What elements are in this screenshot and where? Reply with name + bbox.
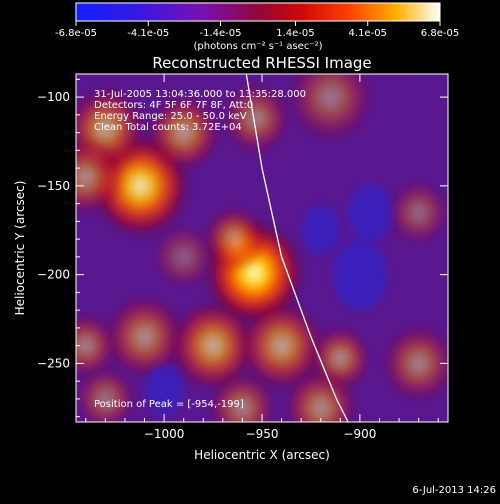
emission-source [387, 179, 448, 246]
colorbar [75, 2, 441, 22]
colorbar-tick-label: -1.4e-05 [200, 28, 242, 39]
x-axis-label: Heliocentric X (arcsec) [194, 448, 330, 462]
emission-source [169, 299, 257, 392]
colorbar-units: (photons cm⁻² s⁻¹ asec⁻²) [193, 41, 322, 52]
annotation-block: 31-Jul-2005 13:04:36.000 to 13:35:28.000… [94, 89, 306, 133]
emission-source [207, 371, 277, 422]
colorbar-tick-label: 6.8e-05 [421, 28, 459, 39]
emission-source [237, 299, 326, 392]
annotation-line: Energy Range: 25.0 - 50.0 keV [94, 111, 247, 122]
emission-source [76, 137, 124, 217]
colorbar-tick-label: 1.4e-05 [276, 28, 314, 39]
emission-source [152, 223, 216, 290]
colorbar-tick-label: -4.1e-05 [127, 28, 169, 39]
plot-area [76, 74, 448, 422]
emission-source [146, 93, 222, 173]
emission-source [76, 312, 118, 379]
chart-title: Reconstructed RHESSI Image [152, 54, 371, 72]
annotation-line: 31-Jul-2005 13:04:36.000 to 13:35:28.000 [94, 89, 306, 100]
axes: −1000 −950 −900 −100 −150 −200 −250 [37, 74, 448, 441]
emission-source [286, 74, 375, 144]
timestamp: 6-Jul-2013 14:26 [412, 485, 496, 496]
emission-source [76, 366, 137, 422]
emission-source [203, 206, 266, 273]
peak-position-label: Position of Peak = [-954,-199] [94, 399, 244, 410]
colorbar-tick-labels: -6.8e-05 -4.1e-05 -1.4e-05 1.4e-05 4.1e-05 6.… [55, 28, 459, 39]
low-emission-region [332, 239, 388, 310]
x-tick-label: −950 [246, 427, 279, 441]
colorbar-tick-label: -6.8e-05 [55, 28, 97, 39]
low-emission-region [144, 365, 184, 415]
emission-source [283, 368, 359, 422]
annotation-line: Clean Total counts: 3.72E+04 [94, 122, 242, 133]
annotation-line: Detectors: 4F 5F 6F 7F 8F, Att:0 [94, 100, 253, 111]
y-tick-label: −100 [37, 90, 70, 104]
solar-limb [245, 74, 349, 422]
y-tick-label: −200 [37, 268, 70, 282]
low-emission-region [301, 205, 340, 255]
emission-source [103, 294, 186, 380]
x-tick-label: −900 [343, 427, 376, 441]
y-tick-label: −150 [37, 179, 70, 193]
emission-map [76, 74, 448, 422]
y-tick-label: −250 [37, 356, 70, 370]
emission-source [221, 82, 291, 155]
colorbar-tick-label: 4.1e-05 [349, 28, 387, 39]
low-emission-region [347, 184, 392, 241]
colorbar-ticks [75, 21, 441, 26]
x-tick-label: −1000 [144, 427, 185, 441]
y-axis-label: Heliocentric Y (arcsec) [13, 181, 27, 316]
emission-source [381, 323, 448, 403]
